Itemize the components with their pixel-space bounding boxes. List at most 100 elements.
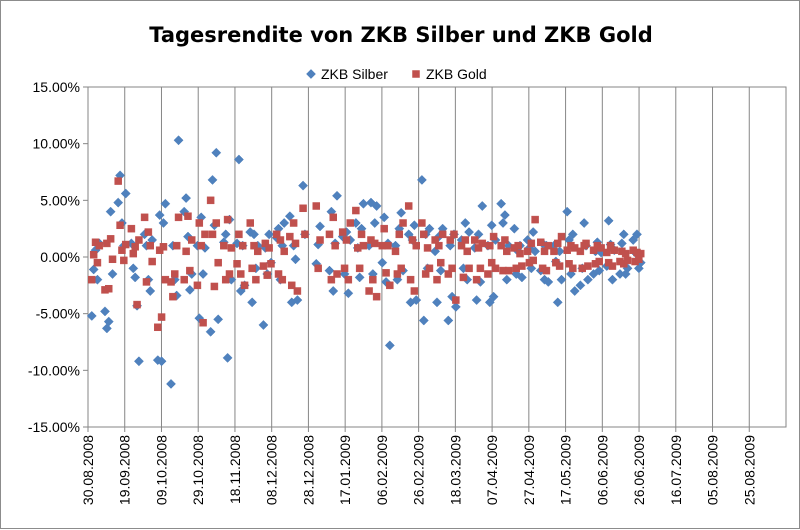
y-tick-label: -5.00% [36, 306, 80, 322]
zkb-gold-point [457, 241, 466, 250]
zkb-gold-point [404, 202, 413, 210]
x-tick-label: 28.12.2008 [300, 435, 316, 505]
zkb-gold-point [418, 219, 426, 227]
zkb-gold-point [450, 230, 458, 239]
zkb-silber-point [258, 320, 269, 330]
zkb-gold-point [233, 260, 241, 268]
zkb-gold-point [391, 247, 400, 256]
zkb-silber-point [292, 295, 303, 306]
x-tick-label: 08.12.2008 [264, 435, 280, 505]
zkb-gold-point [331, 241, 339, 250]
zkb-silber-point [290, 254, 301, 265]
zkb-silber-point [107, 269, 118, 279]
zkb-silber-point [222, 352, 233, 363]
zkb-gold-point [531, 215, 539, 224]
zkb-silber-point [128, 263, 139, 274]
zkb-gold-point [408, 236, 417, 244]
zkb-gold-point [246, 219, 254, 227]
zkb-gold-point [210, 282, 219, 291]
zkb-gold-point [544, 241, 553, 250]
zkb-gold-point [589, 246, 598, 254]
zkb-silber-point [284, 211, 295, 222]
zkb-silber-point [516, 272, 527, 283]
zkb-silber-point [607, 274, 618, 285]
zkb-gold-point [327, 275, 336, 284]
zkb-gold-point [225, 270, 234, 278]
zkb-silber-point [501, 274, 512, 285]
zkb-silber-point [101, 323, 112, 334]
x-tick-label: 06.02.2009 [374, 435, 390, 505]
zkb-silber-point [86, 310, 97, 321]
zkb-silber-point [488, 291, 499, 302]
zkb-gold-point [108, 255, 117, 264]
zkb-silber-point [620, 269, 631, 279]
zkb-silber-point [418, 315, 429, 326]
zkb-silber-point [211, 147, 222, 158]
x-tick-label: 07.04.2009 [484, 435, 500, 505]
zkb-gold-point [212, 219, 221, 227]
zkb-gold-point [352, 206, 360, 215]
zkb-gold-point [312, 202, 321, 210]
x-tick-label: 25.08.2009 [741, 435, 757, 505]
zkb-gold-point [186, 266, 194, 275]
zkb-silber-point [552, 297, 563, 308]
zkb-gold-point [118, 246, 126, 254]
zkb-silber-point [381, 276, 392, 287]
zkb-gold-point [582, 239, 590, 248]
zkb-silber-point [88, 264, 99, 275]
zkb-gold-point [501, 236, 509, 244]
zkb-gold-point [259, 262, 268, 270]
y-tick-label: 10.00% [33, 136, 80, 152]
zkb-silber-point [562, 206, 573, 217]
data-points [86, 135, 646, 389]
zkb-silber-point [477, 201, 488, 211]
zkb-gold-point [563, 246, 571, 254]
zkb-gold-point [569, 264, 577, 273]
zkb-gold-point [463, 247, 471, 256]
zkb-gold-point [238, 241, 247, 250]
zkb-gold-point [555, 262, 564, 270]
zkb-gold-point [299, 204, 307, 213]
zkb-gold-point [370, 239, 379, 248]
zkb-silber-point [205, 326, 216, 337]
zkb-gold-point [252, 275, 260, 284]
zkb-gold-point [606, 241, 615, 250]
y-tick-label: -15.00% [28, 419, 80, 435]
x-tick-label: 30.08.2008 [80, 435, 96, 505]
zkb-gold-point [272, 230, 281, 239]
zkb-gold-point [478, 239, 487, 248]
zkb-gold-point [142, 278, 151, 286]
zkb-silber-point [460, 218, 471, 228]
x-tick-label: 29.10.2008 [190, 435, 206, 505]
zkb-gold-point [314, 264, 322, 273]
zkb-gold-point [423, 244, 432, 252]
zkb-gold-point [623, 256, 632, 265]
zkb-gold-point [140, 213, 149, 222]
zkb-gold-point [399, 219, 407, 227]
x-tick-label: 19.09.2008 [117, 435, 133, 505]
zkb-gold-point [195, 219, 204, 227]
zkb-gold-point [406, 275, 415, 284]
zkb-gold-point [261, 239, 270, 248]
zkb-silber-point [618, 229, 629, 240]
zkb-silber-point [556, 274, 567, 285]
x-tick-label: 18.11.2008 [227, 435, 243, 504]
zkb-gold-point [537, 238, 545, 247]
zkb-gold-point [484, 270, 492, 278]
zkb-gold-point [135, 236, 143, 244]
zkb-gold-point [516, 249, 524, 258]
zkb-silber-point [103, 316, 114, 327]
zkb-silber-point [396, 207, 407, 218]
zkb-gold-point [316, 236, 324, 244]
zkb-silber-point [445, 240, 456, 251]
zkb-gold-point [433, 275, 441, 284]
zkb-silber-point [522, 235, 533, 245]
zkb-silber-point [328, 286, 339, 296]
zkb-gold-point [129, 249, 138, 258]
zkb-gold-point [584, 262, 592, 270]
zkb-gold-point [435, 241, 443, 250]
zkb-silber-point [603, 215, 614, 226]
zkb-gold-point [610, 246, 619, 254]
zkb-gold-point [237, 270, 245, 278]
legend: ZKB Silber ZKB Gold [306, 66, 487, 82]
